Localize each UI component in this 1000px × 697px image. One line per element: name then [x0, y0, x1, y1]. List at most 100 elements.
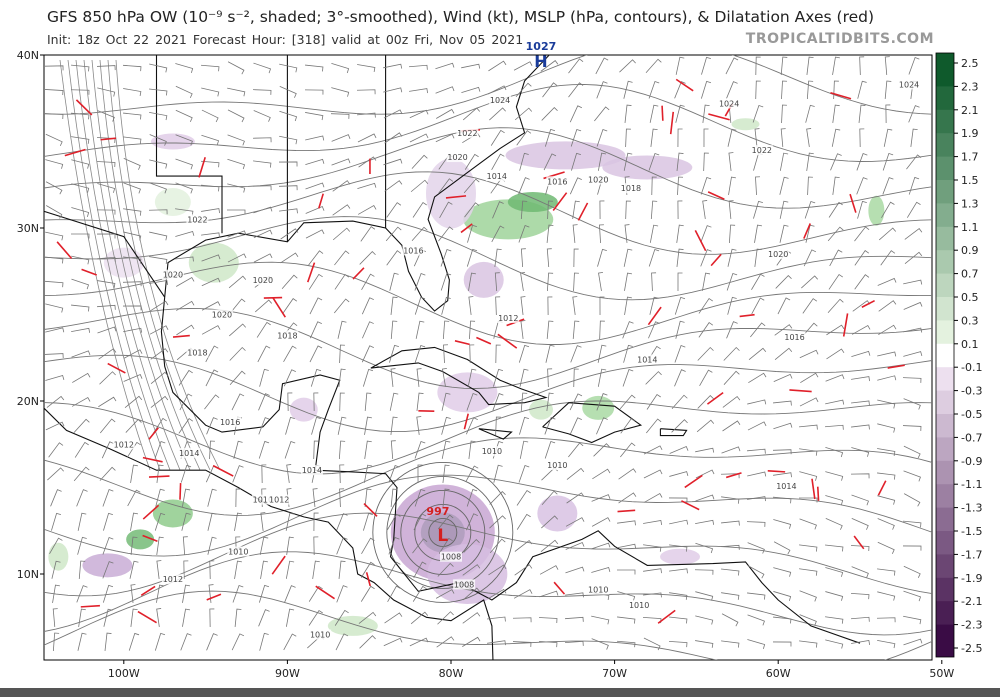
- label-bg: [619, 183, 642, 194]
- wind-barb: [779, 152, 789, 171]
- wind-barb: [908, 105, 920, 123]
- wind-barb: [97, 183, 116, 193]
- wind-barb: [902, 377, 922, 383]
- wind-barb: [308, 585, 323, 602]
- wind-barb: [104, 632, 112, 651]
- dilatation-axis: [811, 478, 816, 500]
- wind-barb: [45, 159, 64, 169]
- wind-barb: [313, 512, 319, 532]
- wind-barb: [752, 104, 764, 123]
- wind-barb: [156, 584, 165, 603]
- wind-barb: [616, 569, 636, 575]
- wind-barb: [780, 56, 788, 76]
- wind-barb: [623, 344, 633, 363]
- colorbar-box: [936, 297, 954, 321]
- wind-barb: [98, 348, 117, 360]
- wind-barb: [591, 567, 611, 573]
- subtitle: Init: 18z Oct 22 2021 Forecast Hour: [31…: [47, 32, 524, 47]
- isobar: [67, 59, 161, 471]
- dilatation-axis: [64, 148, 86, 157]
- wind-barb: [50, 489, 62, 507]
- wind-barb: [622, 321, 634, 339]
- wind-barb: [232, 585, 244, 603]
- label-bg: [251, 494, 274, 505]
- wind-barb: [825, 517, 843, 530]
- wind-barb: [52, 608, 58, 628]
- wind-barb: [597, 152, 607, 171]
- dilatation-axis: [142, 456, 163, 463]
- wind-barb: [831, 128, 841, 147]
- wind-barb: [674, 369, 686, 387]
- wind-barb: [649, 296, 659, 315]
- wind-barb: [330, 113, 350, 119]
- wind-barb: [854, 274, 870, 290]
- wind-barb: [878, 300, 897, 312]
- wind-barb: [747, 421, 767, 431]
- wind-barb: [546, 272, 554, 292]
- coastline: [542, 402, 643, 444]
- wind-barb: [101, 441, 114, 459]
- wind-barb: [443, 344, 449, 364]
- wind-barb: [45, 421, 65, 431]
- wind-barb: [385, 226, 402, 242]
- isobar-label: 1010: [547, 461, 567, 470]
- wind-barb: [339, 464, 345, 484]
- wind-barb: [259, 368, 269, 387]
- wind-barb: [883, 128, 893, 147]
- wind-barb: [904, 251, 923, 264]
- wind-barb: [906, 154, 922, 170]
- wind-barb: [337, 416, 347, 435]
- wind-barb: [495, 296, 501, 316]
- wind-barb: [546, 248, 552, 268]
- wind-barb: [77, 512, 87, 531]
- colorbar-label: 1.3: [961, 197, 979, 210]
- wind-barb: [773, 616, 792, 624]
- wind-barb: [677, 176, 684, 196]
- wind-barb: [700, 225, 712, 243]
- wind-barb: [572, 320, 580, 340]
- wind-barb: [46, 205, 63, 219]
- colorbar-box: [936, 601, 954, 626]
- colorbar-label: 1.5: [961, 174, 979, 187]
- dilatation-axis: [877, 480, 887, 496]
- wind-barb: [799, 614, 817, 626]
- wind-barb: [671, 419, 688, 433]
- label-bg: [210, 309, 233, 320]
- wind-barb: [127, 489, 141, 507]
- colorbar-box: [936, 180, 954, 204]
- wind-barb: [97, 110, 115, 122]
- label-bg: [251, 274, 274, 285]
- wind-barb: [285, 560, 295, 579]
- wind-barb: [409, 88, 428, 94]
- wind-barb: [593, 443, 610, 457]
- isobar: [44, 127, 932, 209]
- wind-barb: [669, 445, 689, 454]
- wind-barb: [751, 273, 765, 290]
- wind-barb: [123, 112, 142, 120]
- dilatation-axis: [803, 223, 812, 239]
- wind-barb: [231, 393, 245, 411]
- wind-barb: [513, 589, 533, 599]
- isobar-label: 1012: [269, 496, 289, 505]
- wind-barb: [880, 250, 896, 266]
- wind-barb: [313, 440, 319, 460]
- wind-barb: [518, 225, 530, 243]
- dilatation-axis: [476, 336, 492, 345]
- wind-barb: [44, 113, 64, 119]
- wind-barb: [235, 488, 241, 508]
- label-bg: [898, 79, 921, 90]
- wind-barb: [70, 233, 90, 239]
- wind-barb: [150, 395, 169, 408]
- wind-barb: [469, 344, 475, 364]
- wind-barb: [877, 399, 896, 409]
- colorbar-label: -0.5: [961, 408, 982, 421]
- wind-barb: [149, 182, 167, 194]
- wind-barb: [437, 562, 454, 577]
- low-pressure: 997: [426, 505, 449, 518]
- wind-barb: [205, 369, 219, 387]
- wind-barb: [227, 61, 245, 75]
- colorbar-box: [936, 273, 954, 298]
- wind-barb: [469, 320, 476, 340]
- label-bg: [300, 465, 323, 476]
- wind-barb: [570, 345, 582, 363]
